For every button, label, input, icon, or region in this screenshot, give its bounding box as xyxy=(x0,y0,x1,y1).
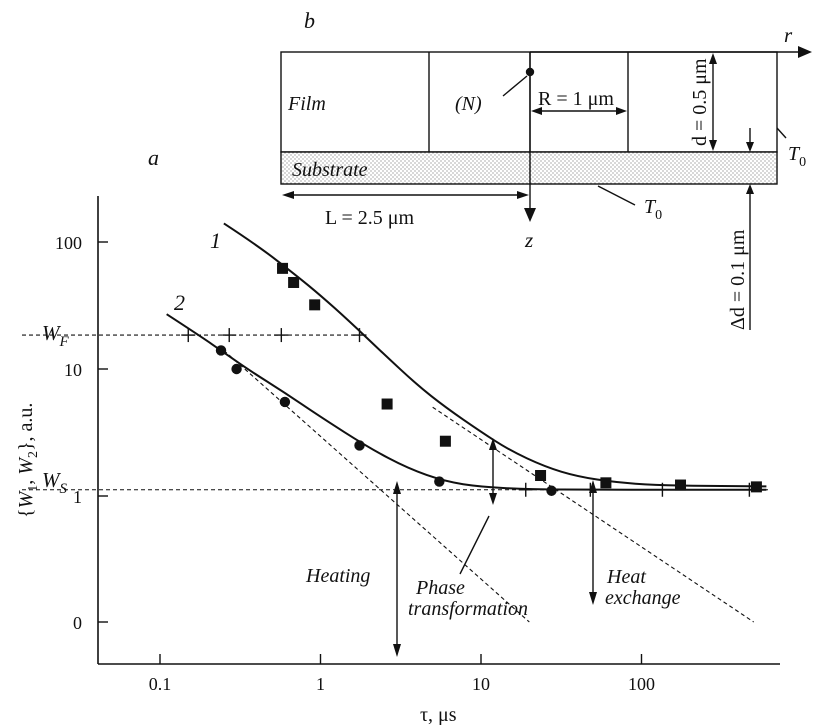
d-label: d = 0.5 μm xyxy=(689,58,711,146)
heating-arrowhead-bottom xyxy=(393,644,401,657)
series-2-point xyxy=(231,363,242,375)
series-1-point xyxy=(600,477,612,489)
r-axis-label: r xyxy=(784,23,793,47)
T0-leader-right xyxy=(776,127,787,139)
schematic-panel: r z (N) Film Substrate R = 1 μm L = 2.5 … xyxy=(280,23,812,330)
y-tick-label: 100 xyxy=(55,233,82,253)
y-tick-label: 10 xyxy=(64,360,82,380)
phase-leader xyxy=(459,515,490,575)
panel-b-label: b xyxy=(304,8,315,33)
heating-annotation: Heating xyxy=(305,565,370,587)
series-1-point xyxy=(381,398,393,410)
series-2-label: 2 xyxy=(174,290,185,315)
reference-lines xyxy=(22,334,770,491)
series-1-point xyxy=(439,435,451,447)
node-marker xyxy=(525,67,535,77)
series-1-point xyxy=(675,479,687,491)
dd-arrow-bottom xyxy=(746,184,754,194)
series-2-point xyxy=(434,476,445,487)
d-arrow-top xyxy=(709,53,717,64)
r-axis-arrowhead xyxy=(798,46,812,58)
x-tick-label: 1 xyxy=(316,674,325,694)
phase-annotation-line1: Phase xyxy=(415,577,465,599)
y-tick-label: 0 xyxy=(73,613,82,633)
x-tick-label: 0.1 xyxy=(149,674,172,694)
asymptote-line-2 xyxy=(432,406,754,623)
series-2-point xyxy=(279,396,291,408)
T0-leader-bottom xyxy=(597,185,636,206)
fit-curves xyxy=(166,222,767,491)
series-1-point xyxy=(535,470,547,482)
series-2-point xyxy=(354,440,365,451)
T0-right-label: T0 xyxy=(788,143,806,170)
wf-label: WF xyxy=(42,321,70,350)
T0-bottom-label: T0 xyxy=(644,196,662,223)
R-label: R = 1 μm xyxy=(538,88,614,110)
substrate-label: Substrate xyxy=(292,159,368,181)
series-1-point xyxy=(750,481,762,493)
substrate-layer xyxy=(280,151,778,185)
R-arrow-left xyxy=(531,107,542,115)
axis-ticks xyxy=(98,241,643,664)
panel-a-label: a xyxy=(148,145,159,170)
heating-arrowhead-top xyxy=(393,481,401,494)
R-arrow-right xyxy=(616,107,627,115)
L-arrow-right xyxy=(517,191,529,199)
series-1-label: 1 xyxy=(210,228,221,253)
exchange-arrowhead-bottom xyxy=(589,592,597,605)
series-1-point xyxy=(288,276,300,288)
heat-annotation-line1: Heat xyxy=(606,566,646,588)
dd-arrow-top xyxy=(746,142,754,152)
y-axis-title: {W1, W2}, a.u. xyxy=(15,403,41,518)
node-label: (N) xyxy=(455,93,482,115)
heat-annotation-line2: exchange xyxy=(605,587,681,609)
x-tick-label: 100 xyxy=(628,674,655,694)
phase-annotation-line2: transformation xyxy=(408,598,528,620)
series-1-point xyxy=(277,262,289,274)
node-leader xyxy=(502,75,528,97)
series-2-point xyxy=(546,485,557,496)
series-1-fit-curve xyxy=(223,222,767,488)
series-2-point xyxy=(215,345,227,356)
exchange-arrowhead-top xyxy=(589,480,597,493)
data-markers xyxy=(181,262,762,497)
dashed-asymptotes xyxy=(223,350,754,623)
z-axis-arrowhead xyxy=(524,208,536,222)
ws-label: WS xyxy=(42,468,68,497)
x-axis-title: τ, μs xyxy=(420,704,457,725)
y-tick-label: 1 xyxy=(73,487,82,507)
series-1-point xyxy=(309,299,321,311)
series-2-fit-curve xyxy=(166,313,767,491)
L-arrow-left xyxy=(282,191,294,199)
L-label: L = 2.5 μm xyxy=(325,207,414,229)
phase-arrowhead-top xyxy=(489,438,497,450)
dd-label: Δd = 0.1 μm xyxy=(727,229,749,330)
film-label: Film xyxy=(287,93,326,115)
d-arrow-bottom xyxy=(709,140,717,151)
x-tick-label: 10 xyxy=(472,674,490,694)
asymptote-line-1 xyxy=(223,350,530,623)
z-axis-label: z xyxy=(524,228,533,252)
phase-arrowhead-bottom xyxy=(489,493,497,505)
